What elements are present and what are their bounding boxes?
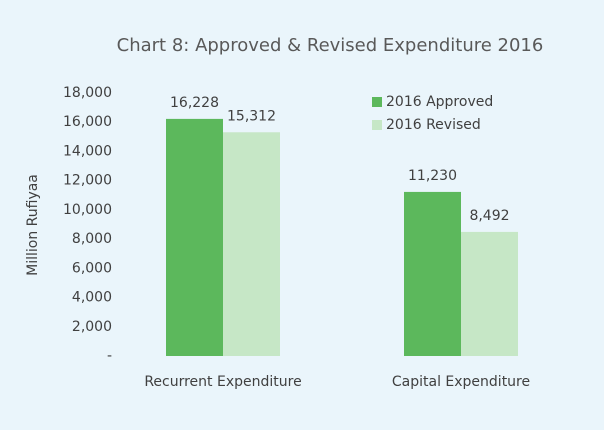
y-tick-label: 18,000 — [63, 85, 112, 101]
y-tick-label: 14,000 — [63, 143, 112, 159]
value-label: 11,230 — [408, 168, 457, 184]
y-tick-label: 2,000 — [72, 319, 112, 335]
y-tick-label: 8,000 — [72, 231, 112, 247]
legend-label: 2016 Approved — [386, 94, 493, 110]
y-tick-label: 4,000 — [72, 290, 112, 306]
bar — [166, 118, 223, 356]
bar — [223, 132, 280, 356]
bar — [461, 231, 518, 356]
value-label: 16,228 — [170, 95, 219, 111]
x-tick-label: Recurrent Expenditure — [144, 374, 301, 390]
bar — [404, 191, 461, 356]
y-tick-label: 10,000 — [63, 202, 112, 218]
y-tick-label: 12,000 — [63, 173, 112, 189]
y-tick-label: - — [107, 348, 112, 364]
x-tick-label: Capital Expenditure — [392, 374, 530, 390]
y-axis-label: Million Rufiyaa — [25, 174, 41, 276]
legend-label: 2016 Revised — [386, 117, 481, 133]
value-label: 8,492 — [469, 208, 509, 224]
legend-swatch — [372, 97, 382, 107]
y-tick-label: 6,000 — [72, 260, 112, 276]
y-tick-label: 16,000 — [63, 114, 112, 130]
legend-swatch — [372, 120, 382, 130]
value-label: 15,312 — [227, 108, 276, 124]
chart-title: Chart 8: Approved & Revised Expenditure … — [117, 35, 544, 56]
